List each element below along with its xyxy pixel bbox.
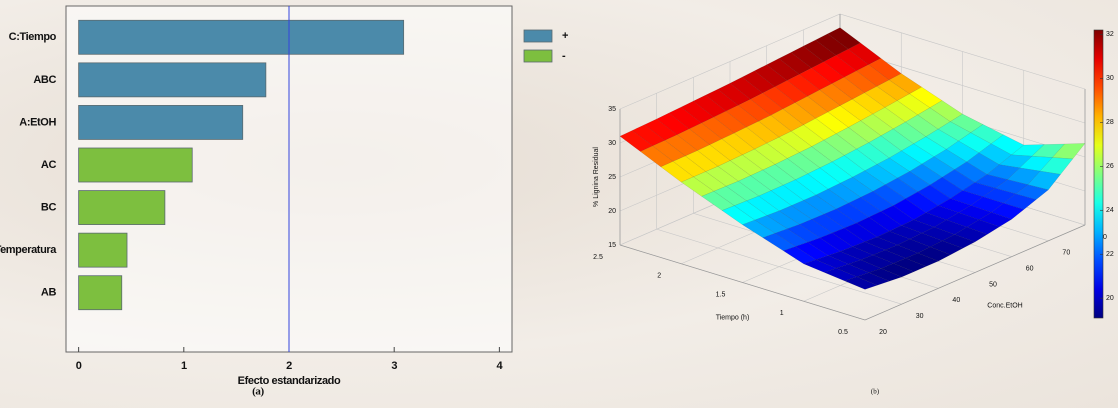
surface-patch [742,219,776,238]
surface-patch [892,121,927,144]
surface-patch [680,176,715,197]
y-tick-label: 0.5 [838,329,848,336]
surface-patch [782,179,817,201]
surface-patch [946,212,980,228]
surface-patch [701,191,735,211]
y-axis-title: Tiempo (h) [716,314,750,321]
x-tick-label: 3 [391,360,397,372]
surface-patch [803,259,837,273]
surface-patch [954,161,988,183]
y-tick-label: 2.5 [593,254,603,261]
bar [78,232,128,268]
bar [78,147,193,183]
surface-patch [660,161,694,183]
legend-label: - [562,50,566,62]
pareto-chart: 0 1 2 3 4 Efecto estandarizado C:Tiempo ABC A:Et… [0,5,568,398]
surface-patch [1011,144,1045,157]
bar [78,190,166,225]
x-axis-title: Efecto estandarizado [238,375,341,387]
y-tick-label: 1 [780,310,784,317]
legend-label: + [562,30,568,42]
x-tick-label: 4 [497,360,504,372]
bar [78,275,123,311]
surface-patch [1019,156,1053,172]
surface-patch [782,246,817,265]
x-tick-label: 2 [286,360,292,372]
z-tick-label: 30 [608,140,616,147]
surface-patch [640,145,674,168]
category-label: B:Temperatura [0,244,57,256]
x-tick-label: 60 [1026,266,1034,273]
category-label: A:EtOH [19,116,56,128]
surface-patch [966,152,1000,175]
category-label: C:Tiempo [9,31,57,43]
bar [78,62,267,98]
surface-patch [876,157,910,179]
surface-patch [815,111,849,134]
colorbar-tick-label: 32 [1106,31,1114,38]
colorbar-tick-label: 28 [1106,119,1114,126]
surface-patch [619,130,653,152]
surface-patch [762,233,796,251]
z-tick-label: 25 [608,174,616,181]
surface-patch [1015,184,1049,200]
axis-edge [619,224,1086,321]
x-tick-label: 70 [1062,250,1070,257]
x-tick-label: 1 [181,360,187,372]
x-tick-label: 30 [916,313,924,320]
z-tick-label: 35 [608,106,616,113]
z-tick-label: 15 [608,242,616,249]
z-axis-title: % Lignina Residual [593,147,600,207]
legend-swatch [523,49,553,63]
colorbar-tick-label: 30 [1106,75,1114,82]
surface-patch [717,160,751,182]
surface-patch [860,191,894,212]
bar [78,19,405,55]
x-tick-label: 0 [76,360,82,372]
x-tick-label: 20 [879,329,887,336]
surface-patch [823,268,858,282]
surface-patch [844,276,878,290]
bar [78,105,244,140]
y-tick-label: 1.5 [716,291,726,298]
surface-patch [933,219,968,235]
surface-patch [893,258,927,272]
category-label: BC [41,201,57,213]
colorbar-tick-label: 26 [1106,163,1114,170]
colorbar-tick-label: 20 [1106,295,1114,302]
z-tick-label: 20 [608,208,616,215]
colorbar-tick-label: 22 [1106,251,1114,258]
caption: (a) [252,386,264,398]
surface-patch [852,241,886,256]
surface-patch [721,205,756,225]
surface-patch [827,105,861,128]
colorbar [1093,29,1104,319]
x-tick-label: 40 [952,297,960,304]
legend-swatch [523,29,553,43]
surface-patch [839,99,874,121]
x-tick-label: 50 [989,281,997,288]
category-label: AC [41,159,57,171]
category-label: AB [41,287,57,299]
caption: (b) [871,388,880,396]
x-axis-title: Conc.EtOH [987,302,1022,309]
category-label: ABC [33,74,56,86]
surface-patch [1052,143,1086,160]
colorbar-tick-label: 24 [1106,207,1114,214]
y-tick-label: 2 [657,273,661,280]
surface-patch [937,198,972,213]
